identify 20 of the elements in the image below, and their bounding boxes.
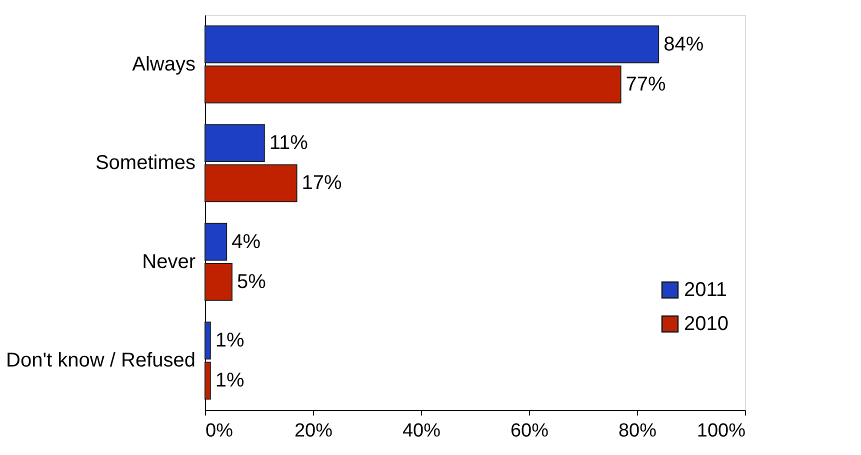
- data-label: 17%: [302, 172, 342, 194]
- data-label: 1%: [215, 370, 245, 392]
- x-tick-label: 40%: [402, 420, 441, 442]
- data-label: 11%: [269, 132, 308, 154]
- legend-label: 2010: [684, 313, 728, 335]
- data-label: 77%: [626, 73, 666, 96]
- x-tick-label: 60%: [510, 420, 549, 442]
- y-tick-label: Always: [132, 53, 196, 76]
- data-label: 5%: [237, 270, 266, 293]
- x-tick-label: 100%: [696, 420, 746, 442]
- y-tick-label: Never: [142, 250, 196, 273]
- data-label: 84%: [664, 33, 704, 56]
- y-tick-label: Sometimes: [95, 152, 196, 174]
- y-tick-label: Don't know / Refused: [6, 350, 196, 372]
- x-tick-label: 0%: [206, 420, 234, 442]
- x-tick-label: 20%: [294, 420, 333, 442]
- data-label: 4%: [232, 230, 261, 253]
- data-label: 1%: [215, 330, 245, 352]
- x-tick-label: 80%: [618, 420, 657, 442]
- legend-label: 2011: [684, 279, 728, 301]
